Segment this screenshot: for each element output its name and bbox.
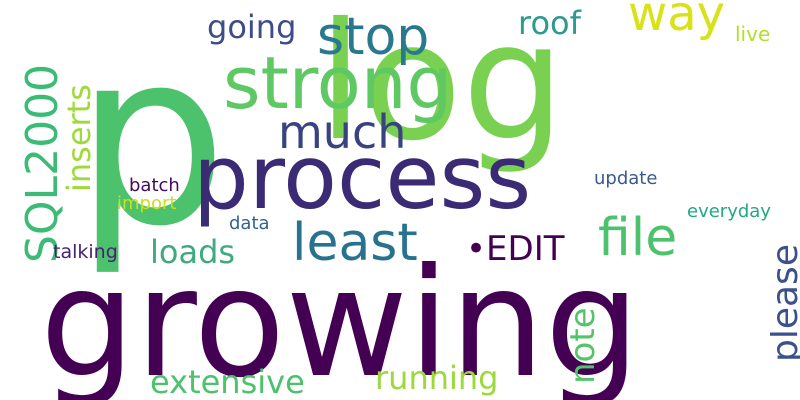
word-inserts: inserts — [60, 84, 98, 192]
word-please: please — [765, 244, 800, 362]
word-file: file — [598, 208, 677, 268]
word-edit: •EDIT — [466, 229, 565, 269]
word-import: import — [117, 193, 176, 214]
word-running: running — [375, 359, 498, 397]
word-loads: loads — [150, 233, 235, 271]
word-going: going — [207, 8, 296, 46]
word-much: much — [278, 105, 406, 159]
word-stop: stop — [317, 7, 429, 67]
word-live: live — [735, 22, 770, 46]
word-everyday: everyday — [687, 201, 771, 222]
word-note: note — [563, 307, 603, 384]
word-least: least — [292, 213, 418, 273]
word-extensive: extensive — [150, 363, 305, 400]
word-data: data — [229, 213, 270, 234]
word-talking: talking — [53, 241, 118, 263]
word-way: way — [628, 0, 725, 42]
word-update: update — [594, 168, 657, 189]
word-roof: roof — [518, 4, 582, 42]
